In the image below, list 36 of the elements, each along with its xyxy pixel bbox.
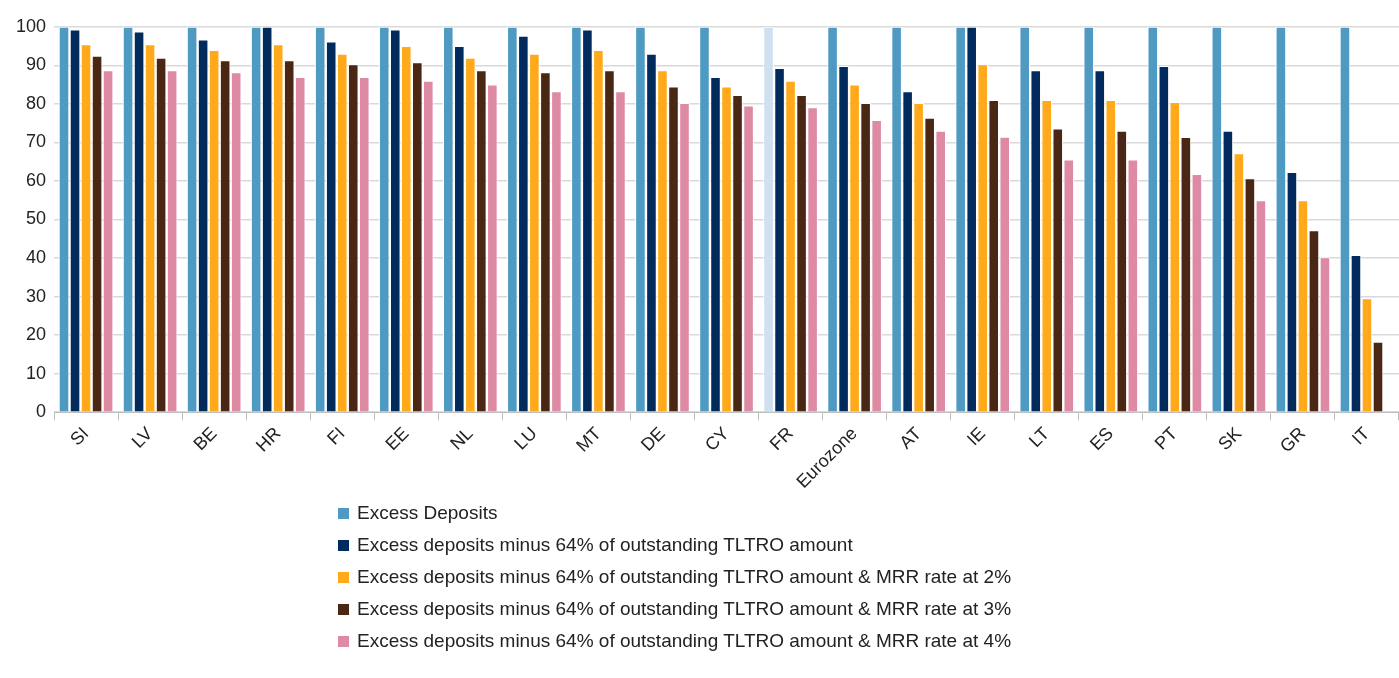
- x-tick-label: HR: [252, 423, 285, 456]
- x-tick-label: SK: [1214, 423, 1246, 455]
- x-tick-label: LV: [127, 423, 157, 452]
- y-tick-label: 80: [26, 92, 47, 113]
- y-tick-label: 60: [26, 169, 47, 190]
- legend-label: Excess deposits minus 64% of outstanding TLTRO amount & MRR rate at 4%: [357, 630, 1012, 652]
- x-tick-label: BE: [189, 423, 221, 455]
- y-tick-label: 90: [26, 54, 47, 75]
- x-tick-label: DE: [636, 423, 669, 455]
- x-tick-label: PT: [1150, 423, 1182, 454]
- y-tick-label: 10: [26, 362, 47, 383]
- x-tick-label: NL: [446, 423, 477, 454]
- x-tick-label: LU: [510, 423, 541, 454]
- y-tick-label: 40: [26, 247, 47, 268]
- x-tick-label: AT: [895, 423, 925, 453]
- legend-label: Excess deposits minus 64% of outstanding TLTRO amount: [357, 534, 853, 556]
- x-tick-label: FR: [765, 423, 797, 455]
- x-tick-label: CY: [701, 423, 733, 455]
- y-tick-label: 30: [26, 285, 47, 306]
- y-tick-label: 20: [26, 324, 47, 345]
- legend-label: Excess Deposits: [357, 502, 498, 524]
- x-tick-label: GR: [1276, 423, 1310, 457]
- x-tick-label: IT: [1347, 423, 1374, 449]
- legend-label: Excess deposits minus 64% of outstanding TLTRO amount & MRR rate at 2%: [357, 566, 1012, 588]
- legend-label: Excess deposits minus 64% of outstanding TLTRO amount & MRR rate at 3%: [357, 598, 1012, 620]
- x-tick-label: EE: [381, 423, 413, 455]
- y-tick-label: 0: [36, 401, 47, 422]
- y-tick-label: 70: [26, 131, 47, 152]
- x-tick-label: LT: [1025, 423, 1054, 452]
- x-tick-label: MT: [572, 423, 605, 456]
- x-tick-label: FI: [323, 423, 349, 449]
- x-tick-label: ES: [1086, 423, 1118, 455]
- x-tick-label: SI: [66, 423, 93, 450]
- y-tick-label: 100: [15, 15, 47, 36]
- y-tick-label: 50: [26, 208, 47, 229]
- x-tick-label: IE: [962, 423, 990, 450]
